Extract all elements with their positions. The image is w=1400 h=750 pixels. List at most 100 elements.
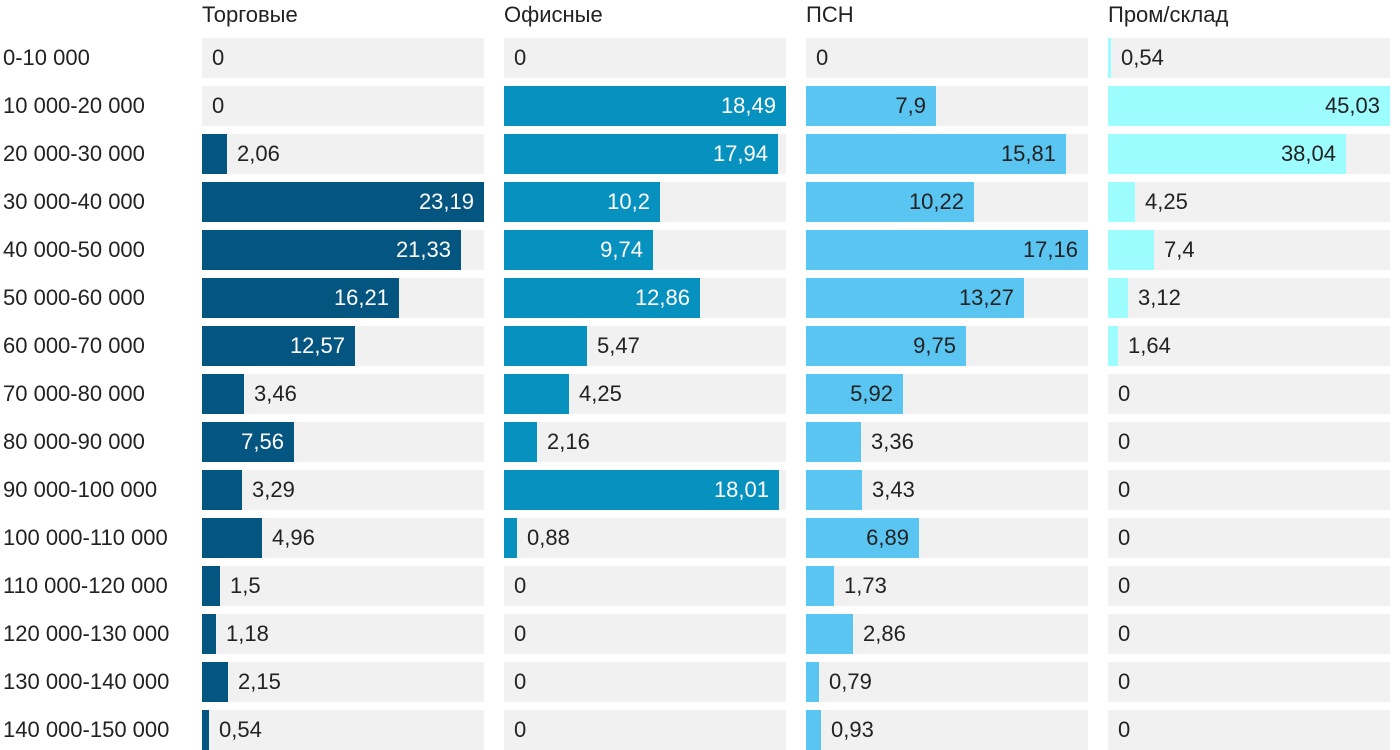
bar — [1108, 38, 1111, 78]
bar-track: 0,79 — [806, 662, 1088, 702]
bar-track: 0 — [1108, 662, 1390, 702]
data-label: 0 — [212, 45, 225, 70]
series-title: Торговые — [202, 2, 298, 27]
bar — [806, 326, 966, 366]
bar-track: 0,54 — [202, 710, 484, 750]
data-label: 13,27 — [958, 285, 1014, 310]
data-label: 0 — [514, 45, 527, 70]
data-label: 1,5 — [230, 573, 261, 598]
data-label: 2,16 — [547, 429, 590, 454]
bar — [202, 710, 209, 750]
data-label: 4,25 — [1145, 189, 1188, 214]
category-label: 130 000-140 000 — [3, 669, 170, 694]
bar-track: 15,81 — [806, 134, 1088, 174]
data-label: 0 — [514, 621, 527, 646]
data-label: 18,49 — [720, 93, 776, 118]
bar-track: 18,49 — [504, 86, 786, 126]
data-label: 12,57 — [289, 333, 345, 358]
bar — [806, 518, 919, 558]
bar — [202, 614, 216, 654]
bar — [504, 374, 569, 414]
data-label: 0 — [514, 669, 527, 694]
bar-track: 16,21 — [202, 278, 484, 318]
data-label: 2,06 — [237, 141, 280, 166]
data-label: 9,74 — [600, 237, 643, 262]
bar — [504, 326, 587, 366]
bar-track: 12,57 — [202, 326, 484, 366]
data-label: 0,54 — [219, 717, 262, 742]
bar — [202, 566, 220, 606]
data-label: 0,79 — [829, 669, 872, 694]
bar-track: 7,56 — [202, 422, 484, 462]
bar-track: 4,25 — [504, 374, 786, 414]
bar-track: 0 — [1108, 710, 1390, 750]
bar-track: 3,36 — [806, 422, 1088, 462]
bar — [504, 182, 660, 222]
data-label: 0 — [514, 717, 527, 742]
bar — [202, 182, 484, 222]
bar-track: 0 — [504, 38, 786, 78]
bar — [202, 518, 262, 558]
data-label: 0,93 — [831, 717, 874, 742]
data-label: 15,81 — [1000, 141, 1056, 166]
data-label: 7,56 — [241, 429, 284, 454]
category-label: 20 000-30 000 — [3, 141, 145, 166]
bar — [1108, 278, 1128, 318]
data-label: 0,88 — [527, 525, 570, 550]
bar — [806, 710, 821, 750]
bar-track: 1,5 — [202, 566, 484, 606]
bar — [202, 662, 228, 702]
bar-track: 3,46 — [202, 374, 484, 414]
category-label: 50 000-60 000 — [3, 285, 145, 310]
bar-track: 12,86 — [504, 278, 786, 318]
data-label: 9,75 — [913, 333, 956, 358]
bar-track: 0 — [504, 566, 786, 606]
bar-track: 0,88 — [504, 518, 786, 558]
data-label: 4,25 — [579, 381, 622, 406]
bar — [806, 230, 1088, 270]
bar — [202, 374, 244, 414]
bar — [806, 614, 853, 654]
bar — [1108, 134, 1346, 174]
bar-track: 13,27 — [806, 278, 1088, 318]
data-label: 0 — [1118, 525, 1131, 550]
bar — [504, 134, 778, 174]
bar — [806, 278, 1024, 318]
bar-track: 21,33 — [202, 230, 484, 270]
bar-track: 0,93 — [806, 710, 1088, 750]
bar — [806, 86, 936, 126]
bar-track: 9,74 — [504, 230, 786, 270]
bar — [202, 278, 399, 318]
bar — [504, 86, 786, 126]
data-label: 3,36 — [871, 429, 914, 454]
bar-track: 2,15 — [202, 662, 484, 702]
bar — [1108, 86, 1390, 126]
data-label: 2,15 — [238, 669, 281, 694]
data-label: 18,01 — [713, 477, 769, 502]
bar — [202, 134, 227, 174]
bar — [504, 470, 779, 510]
bar — [504, 518, 517, 558]
bar-track: 17,16 — [806, 230, 1088, 270]
category-label: 80 000-90 000 — [3, 429, 145, 454]
data-label: 0 — [514, 573, 527, 598]
data-label: 0 — [1118, 381, 1131, 406]
data-label: 16,21 — [333, 285, 389, 310]
data-label: 4,96 — [272, 525, 315, 550]
data-label: 2,86 — [863, 621, 906, 646]
bar — [202, 230, 461, 270]
bar — [806, 470, 862, 510]
data-label: 3,43 — [872, 477, 915, 502]
bar-track: 1,18 — [202, 614, 484, 654]
data-label: 3,12 — [1138, 285, 1181, 310]
data-label: 0,54 — [1121, 45, 1164, 70]
data-label: 23,19 — [418, 189, 474, 214]
bar-track: 2,86 — [806, 614, 1088, 654]
series-title: Офисные — [504, 2, 603, 27]
bar-track: 0 — [504, 710, 786, 750]
bar-track: 0,54 — [1108, 38, 1390, 78]
data-label: 7,4 — [1164, 237, 1195, 262]
data-label: 0 — [1118, 573, 1131, 598]
bar-track: 0 — [1108, 566, 1390, 606]
